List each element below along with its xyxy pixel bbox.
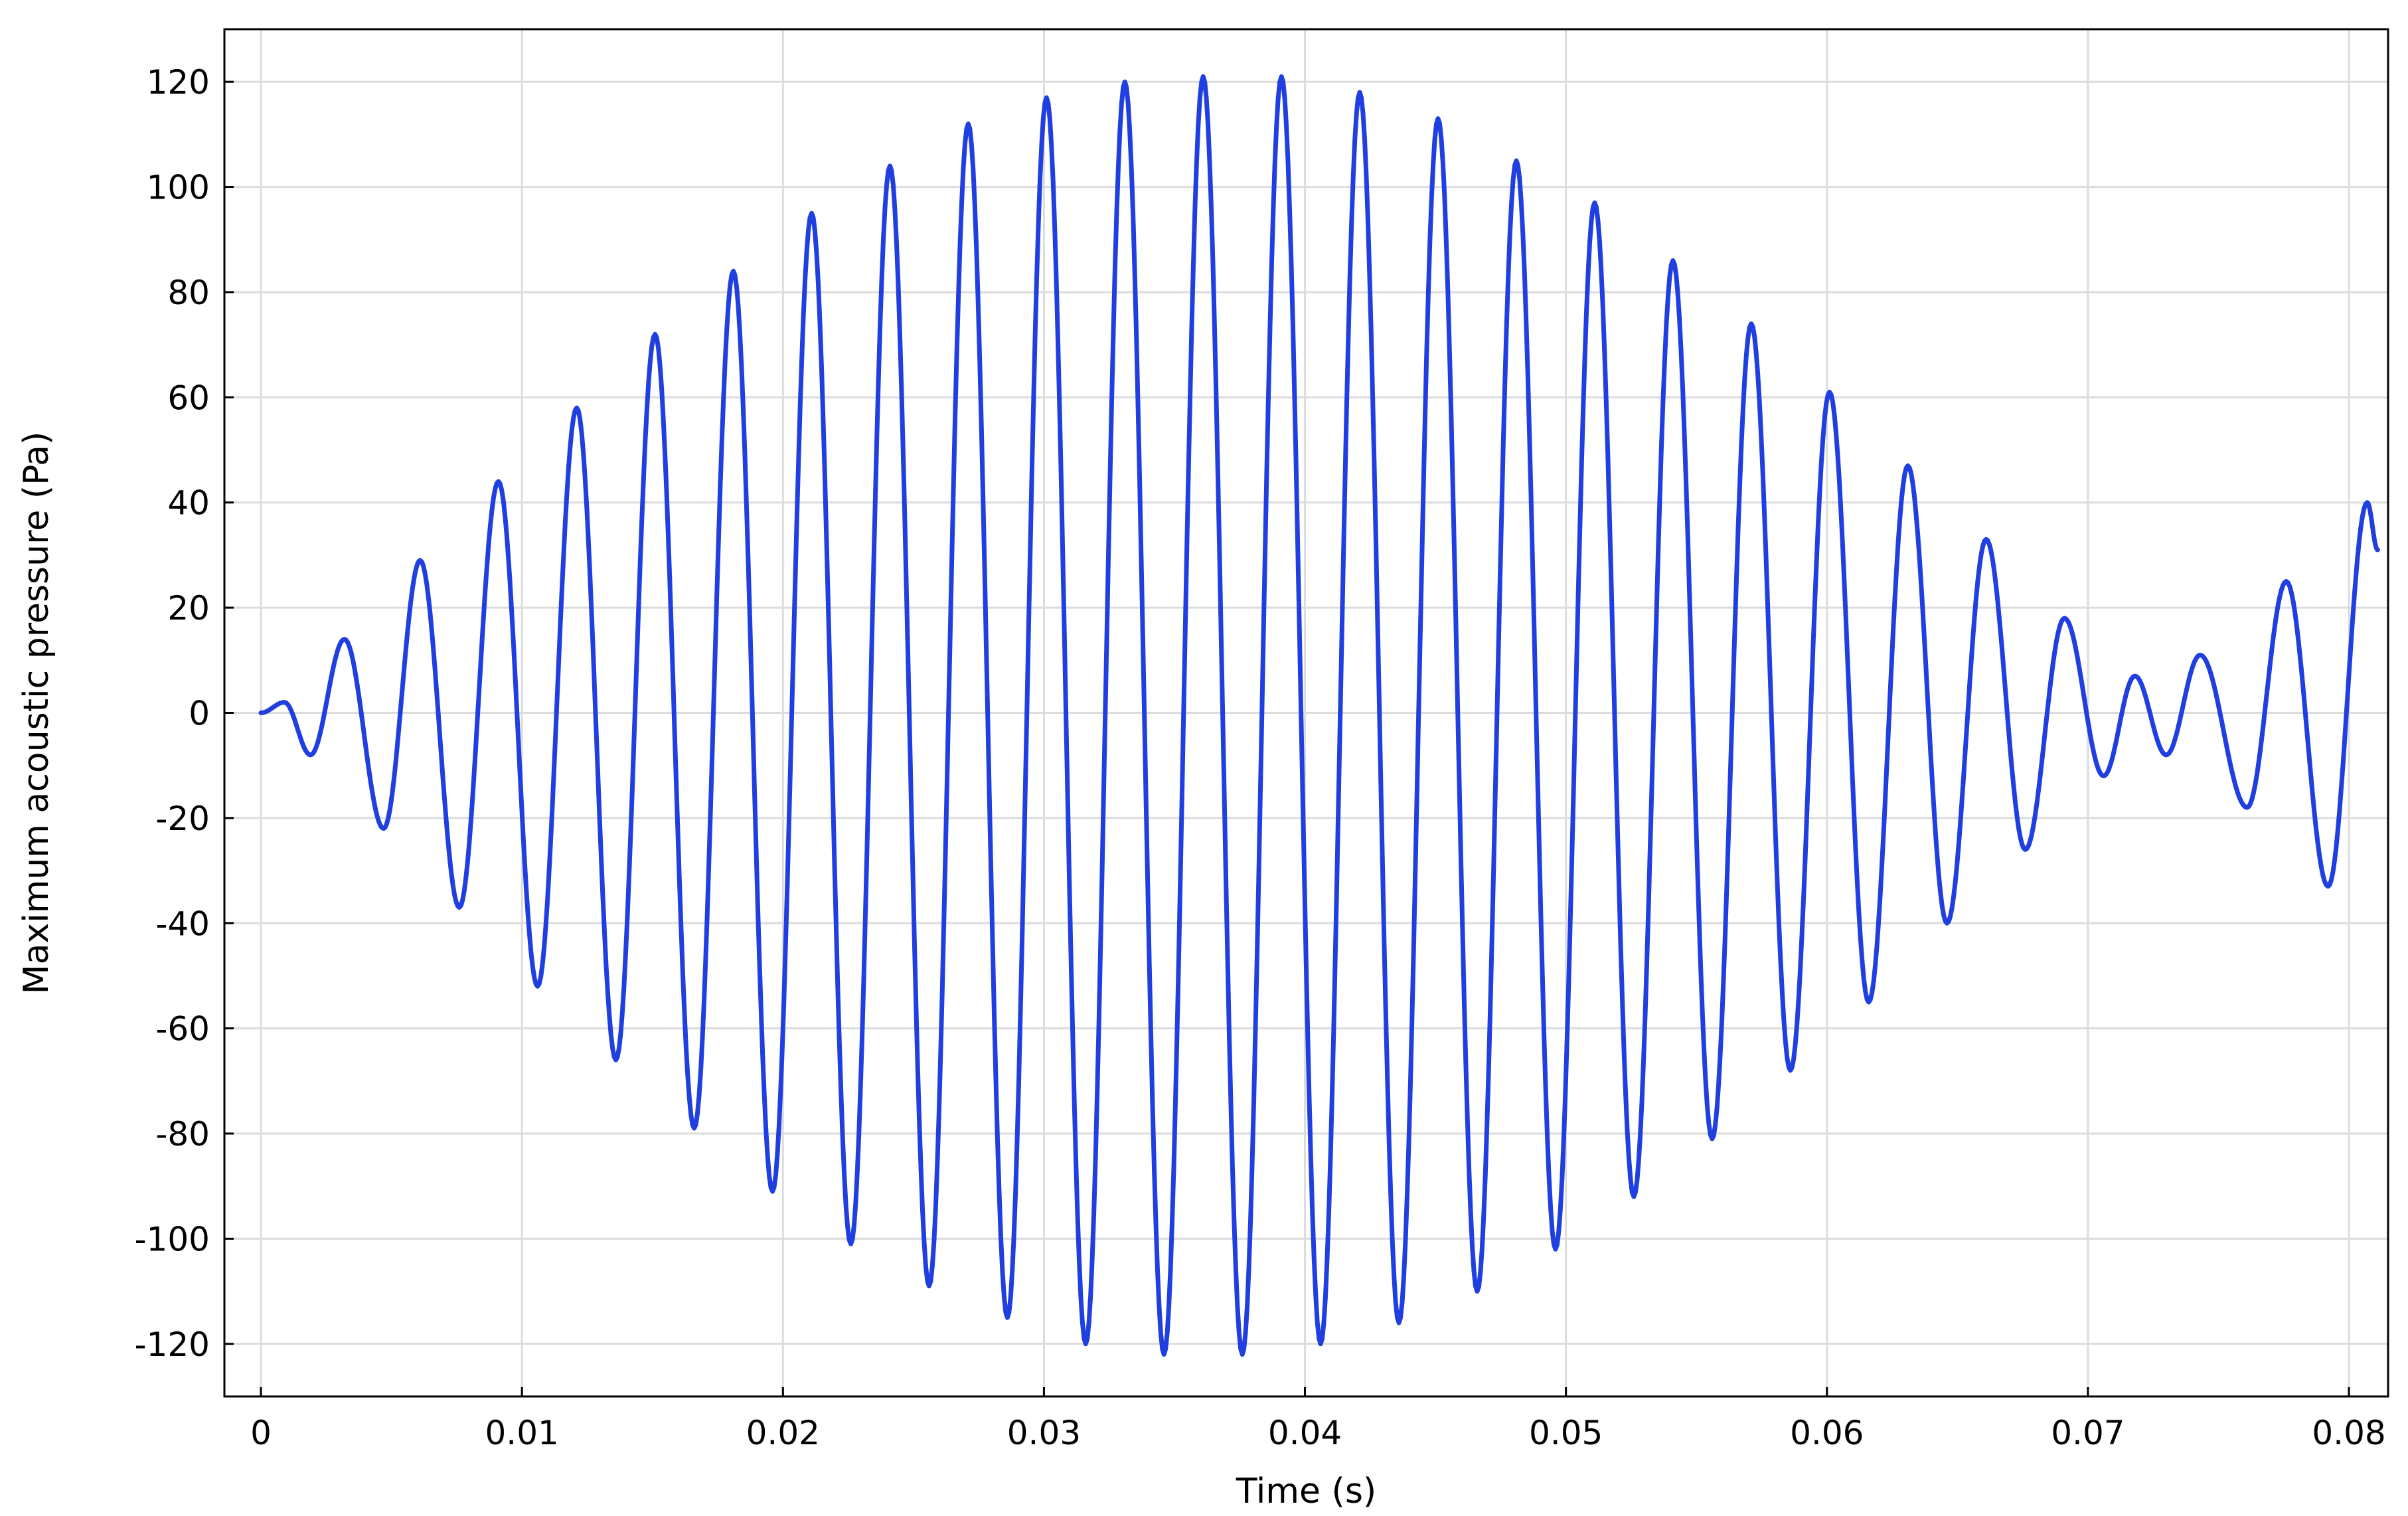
series-line (258, 74, 2380, 1357)
y-tick-label: 20 (167, 589, 210, 628)
y-tick-label: 120 (147, 63, 210, 102)
y-tick-label: -100 (135, 1220, 210, 1258)
x-tick-label: 0.05 (1529, 1414, 1603, 1452)
x-tick-label: 0.02 (746, 1414, 820, 1452)
x-axis-label: Time (s) (1236, 1472, 1376, 1511)
y-tick-label: 100 (147, 169, 210, 207)
y-tick-label: -40 (155, 904, 210, 943)
x-tick-label: 0.06 (1790, 1414, 1864, 1452)
y-tick-label: 80 (167, 274, 210, 312)
x-tick-label: 0.07 (2051, 1414, 2125, 1452)
x-tick-label: 0.04 (1268, 1414, 1342, 1452)
y-tick-label: -80 (155, 1115, 210, 1153)
y-tick-label: 40 (167, 484, 210, 523)
y-tick-label: -20 (155, 800, 210, 838)
y-tick-label: 0 (189, 695, 210, 733)
y-tick-label: 60 (167, 379, 210, 417)
x-tick-label: 0.01 (485, 1414, 558, 1452)
y-axis-label: Maximum acoustic pressure (Pa) (17, 432, 56, 995)
y-tick-label: -120 (135, 1325, 210, 1364)
axis-ticks: 0 0.01 0.02 0.03 0.04 0.05 0.06 0.07 0.08 -120 -10… (135, 63, 2386, 1452)
x-tick-label: 0 (250, 1414, 272, 1452)
x-tick-label: 0.03 (1007, 1414, 1081, 1452)
x-tick-label: 0.08 (2312, 1414, 2385, 1452)
series-group (258, 74, 2380, 1357)
y-tick-label: -60 (155, 1010, 210, 1049)
